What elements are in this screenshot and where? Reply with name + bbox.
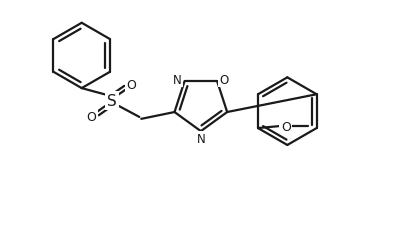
- Text: O: O: [281, 120, 291, 133]
- Text: O: O: [86, 111, 96, 124]
- Text: O: O: [127, 78, 137, 91]
- Text: O: O: [219, 73, 229, 86]
- Text: N: N: [197, 133, 205, 146]
- Text: N: N: [173, 73, 182, 86]
- Text: S: S: [107, 94, 117, 108]
